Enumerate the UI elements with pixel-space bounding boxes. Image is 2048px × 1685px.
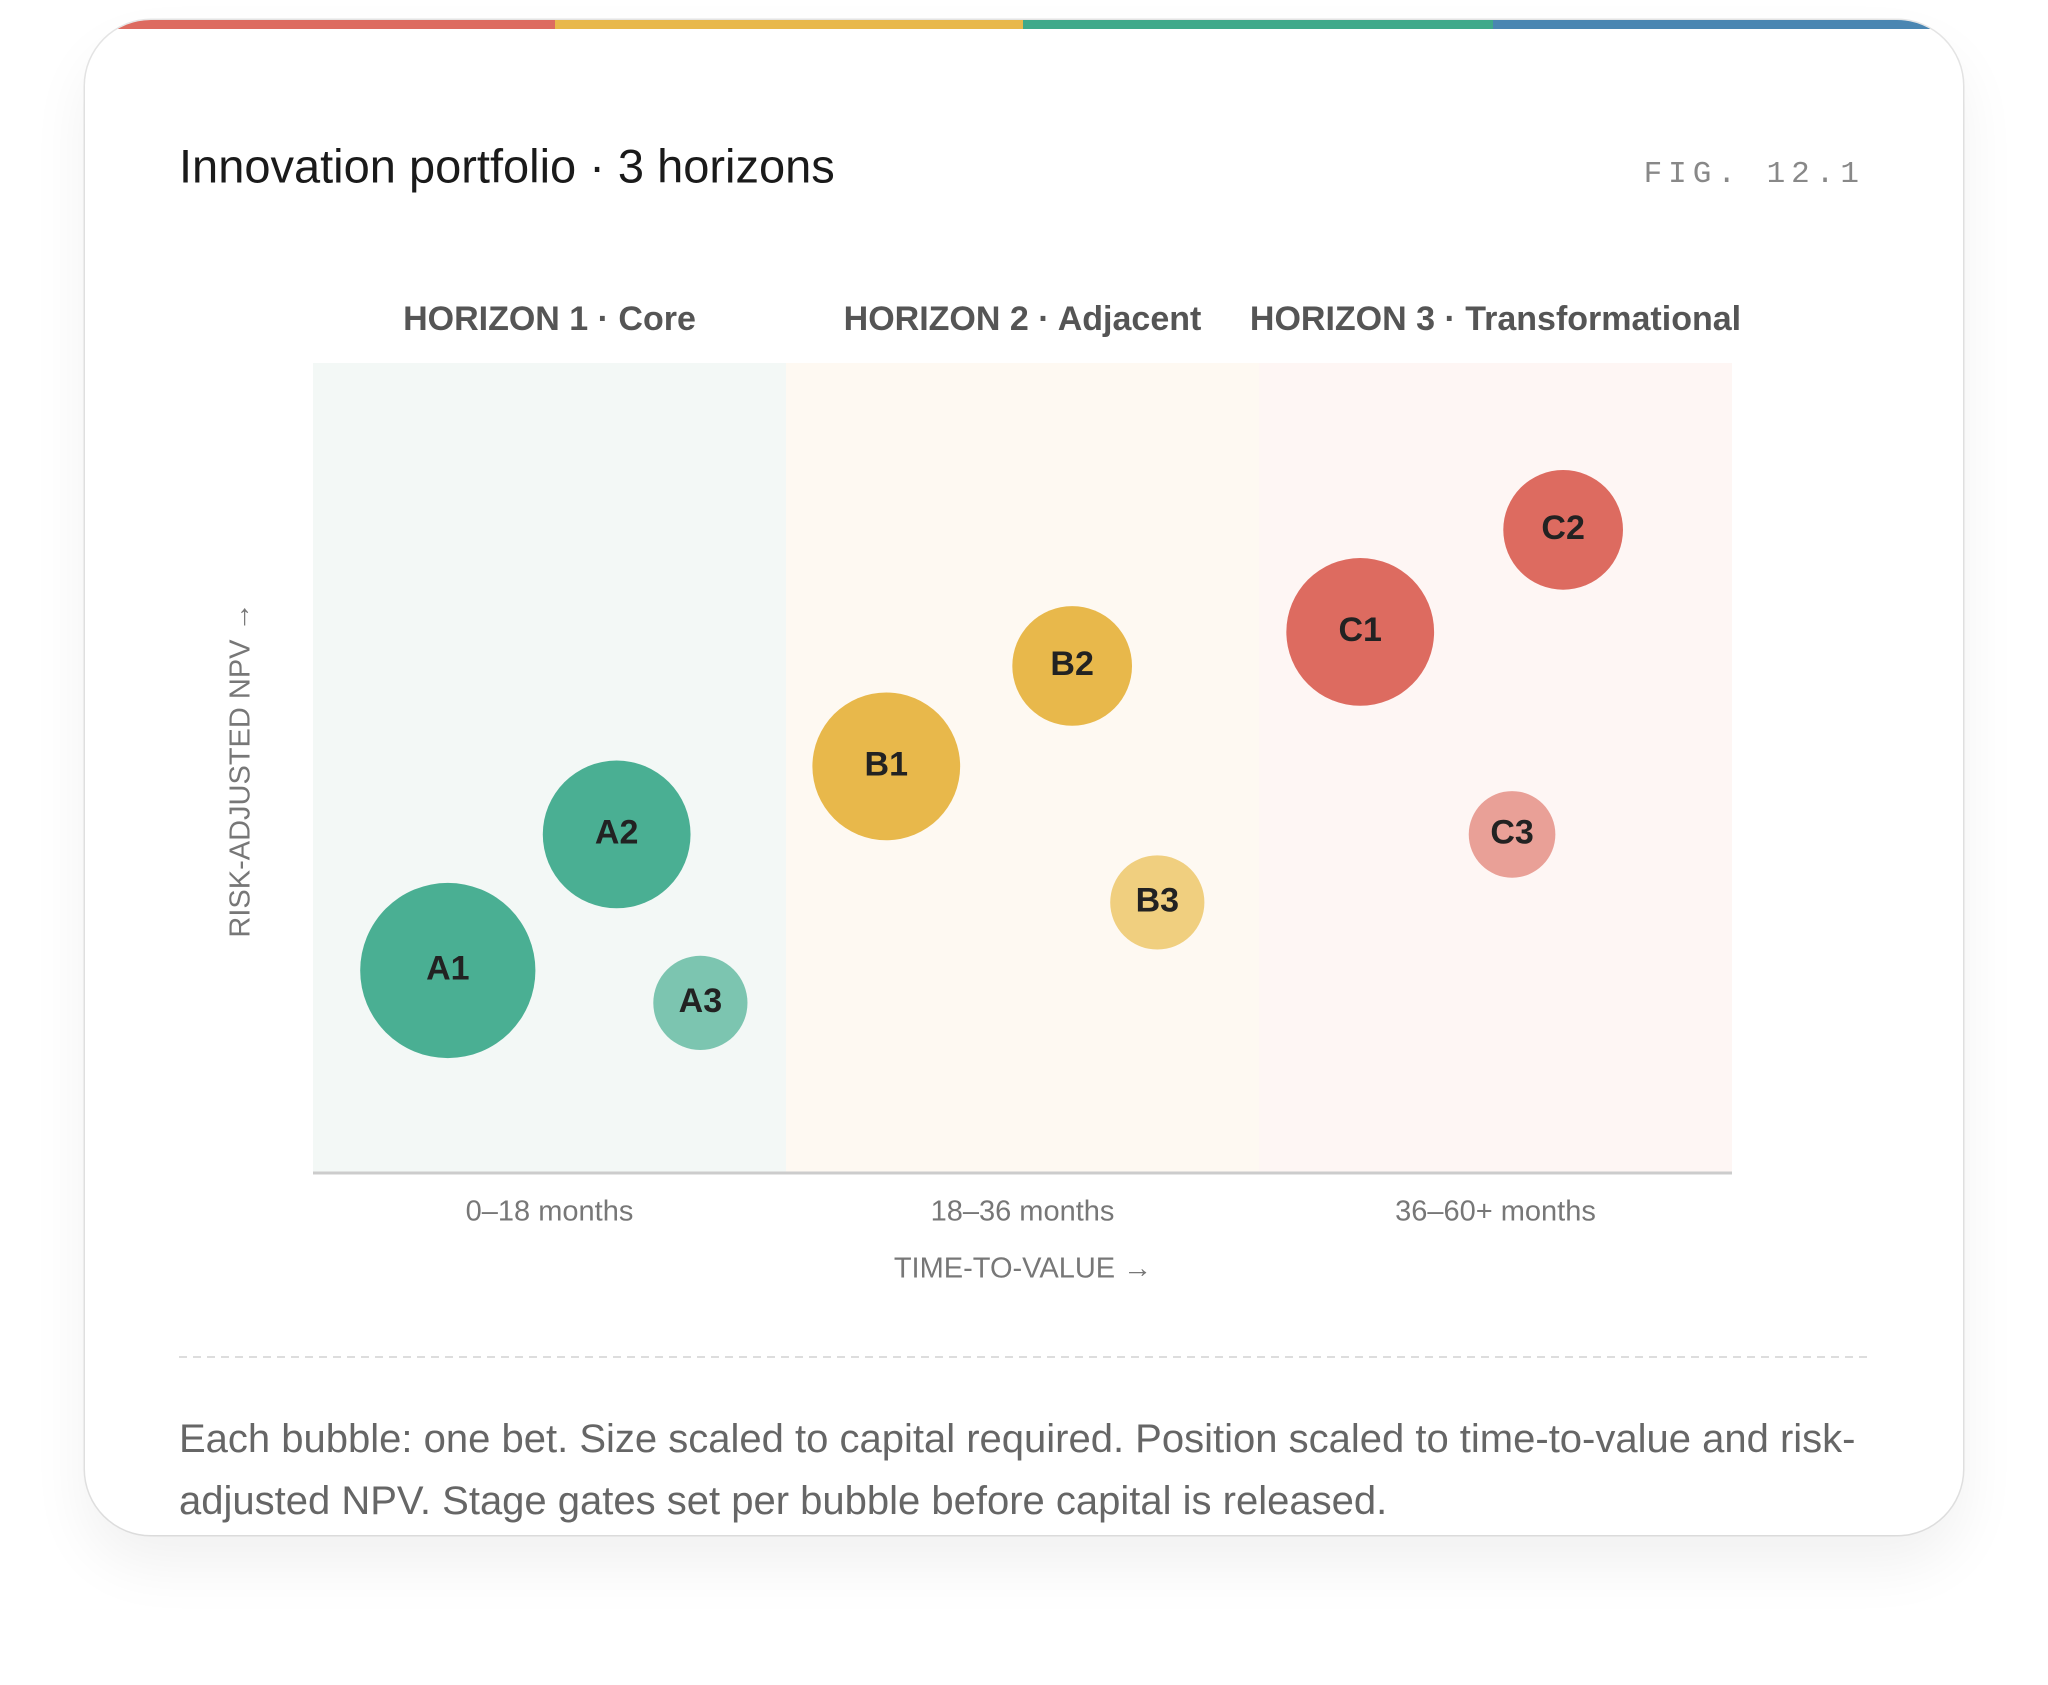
band	[1259, 363, 1732, 1173]
band-label: HORIZON 3 · Transformational	[1250, 300, 1741, 338]
bubble	[1110, 855, 1205, 950]
band-label: HORIZON 1 · Core	[403, 300, 696, 338]
caption: Each bubble: one bet. Size scaled to cap…	[179, 1417, 1856, 1523]
bubble-label: A1	[426, 949, 469, 987]
top-stripe	[85, 20, 1963, 29]
bubble	[542, 760, 691, 909]
x-tick-label: 0–18 months	[466, 1196, 634, 1228]
bubble-label: B1	[865, 745, 908, 783]
x-tick-label: 18–36 months	[931, 1196, 1115, 1228]
bubble	[812, 692, 961, 841]
bubble	[1503, 470, 1623, 590]
y-axis-label: RISK-ADJUSTED NPV →	[225, 602, 257, 937]
bubble-label: A3	[679, 982, 722, 1020]
bubble-label: C1	[1338, 611, 1381, 649]
chart-title: Innovation portfolio · 3 horizons	[179, 139, 835, 192]
bubble-label: C3	[1490, 813, 1533, 851]
bubble	[1286, 558, 1435, 706]
bubble	[653, 955, 748, 1050]
bubble-label: B3	[1136, 881, 1179, 919]
band	[313, 363, 786, 1173]
figure-label: FIG. 12.1	[1644, 157, 1865, 192]
x-tick-label: 36–60+ months	[1395, 1196, 1596, 1228]
bubble	[360, 882, 536, 1059]
bubble	[1468, 791, 1556, 878]
x-axis-label: TIME-TO-VALUE →	[894, 1253, 1152, 1285]
band-label: HORIZON 2 · Adjacent	[844, 300, 1202, 338]
bubble	[1012, 606, 1133, 726]
bubble-label: A2	[595, 813, 638, 851]
bubble-label: C2	[1541, 509, 1584, 547]
bubble-label: B2	[1050, 645, 1093, 683]
